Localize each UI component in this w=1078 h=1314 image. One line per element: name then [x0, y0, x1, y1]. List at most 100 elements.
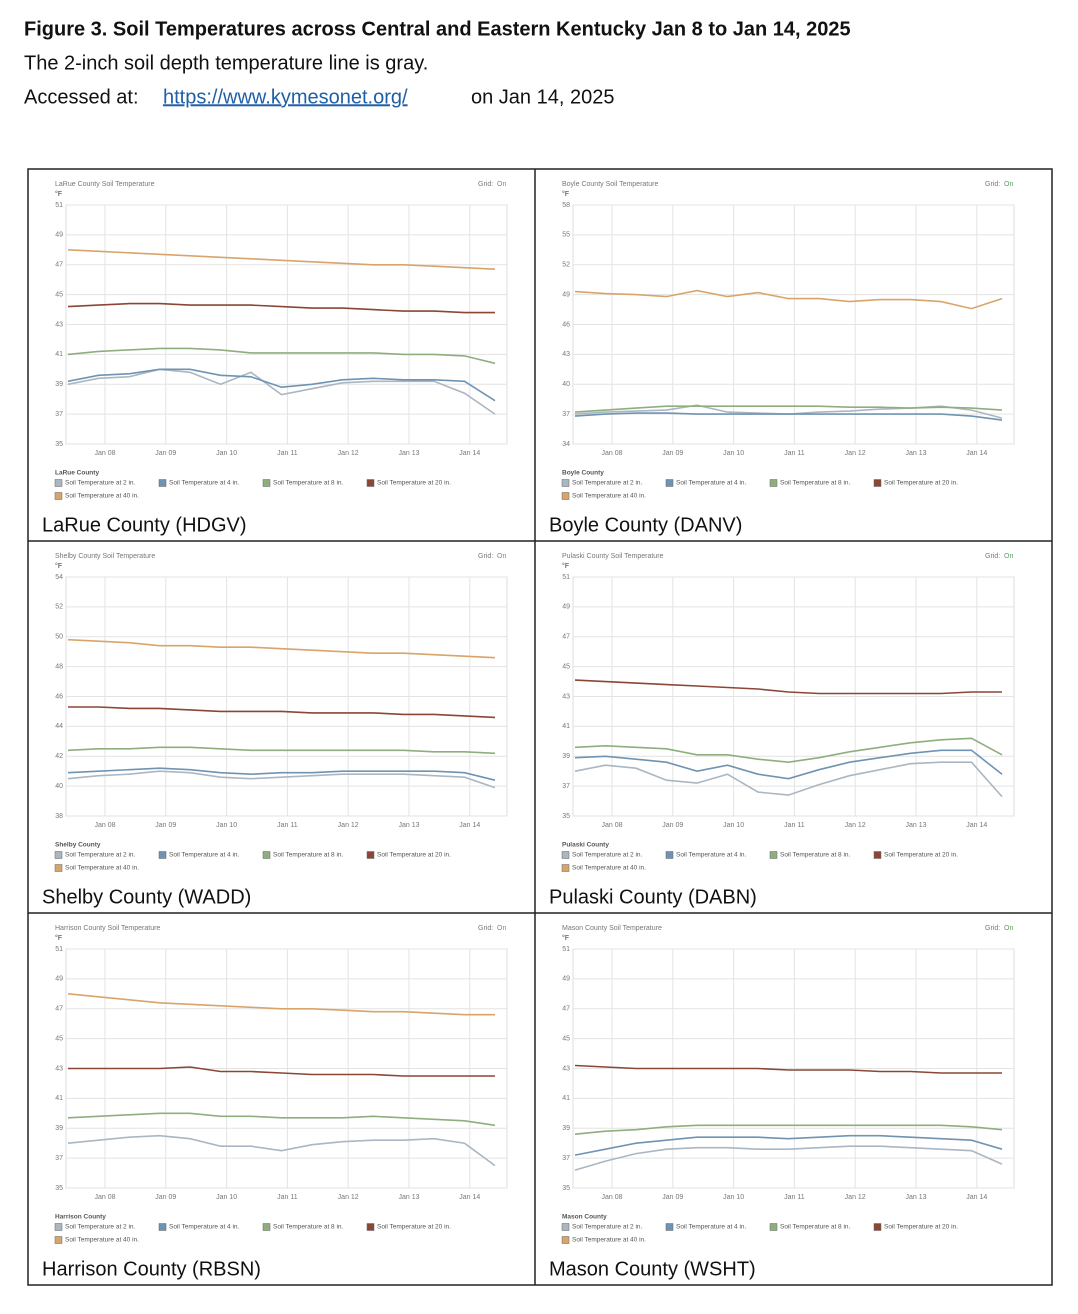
grid-toggle-label: Grid: — [478, 553, 493, 560]
legend-swatch — [665, 851, 674, 859]
series-line — [67, 1134, 496, 1167]
legend-swatch — [366, 851, 375, 859]
legend-swatch — [366, 1223, 375, 1231]
series-line — [67, 347, 496, 365]
legend-label: Soil Temperature at 2 in. — [65, 480, 136, 487]
series-line — [67, 302, 495, 314]
legend-swatch — [54, 864, 63, 872]
y-tick-label: 39 — [55, 381, 63, 388]
y-tick-label: 47 — [562, 634, 570, 641]
unit-label: °F — [55, 562, 63, 570]
series-line — [574, 679, 1002, 695]
legend-label: Soil Temperature at 2 in. — [572, 1224, 643, 1231]
series-line — [574, 737, 1003, 764]
x-tick-label: Jan 13 — [398, 822, 419, 829]
legend-label: Soil Temperature at 4 in. — [169, 1224, 240, 1231]
y-tick-label: 47 — [562, 1006, 570, 1013]
chart-title: Boyle County Soil Temperature — [562, 181, 658, 188]
grid-toggle-state: On — [497, 925, 506, 932]
legend-label: Soil Temperature at 20 in. — [884, 852, 958, 859]
legend-swatch — [769, 1223, 778, 1231]
x-tick-label: Jan 08 — [94, 450, 115, 457]
legend-label: Soil Temperature at 40 in. — [572, 865, 646, 872]
legend-swatch — [158, 1223, 167, 1231]
caption: LaRue County (HDGV) — [42, 514, 247, 536]
legend-swatch — [54, 492, 63, 500]
legend-swatch — [665, 1223, 674, 1231]
figure-title: Figure 3. Soil Temperatures across Centr… — [24, 18, 851, 40]
x-tick-label: Jan 11 — [277, 450, 298, 457]
series-line — [574, 1064, 1002, 1074]
series-line — [67, 368, 496, 415]
legend-label: Soil Temperature at 40 in. — [572, 493, 646, 500]
y-tick-label: 41 — [55, 351, 63, 358]
x-tick-label: Jan 08 — [94, 1194, 115, 1201]
legend-label: Soil Temperature at 20 in. — [884, 480, 958, 487]
x-tick-label: Jan 09 — [155, 822, 176, 829]
y-tick-label: 58 — [562, 202, 570, 209]
series-line — [574, 1145, 1003, 1171]
series-line — [574, 405, 1003, 413]
x-tick-label: Jan 09 — [155, 450, 176, 457]
x-tick-label: Jan 11 — [277, 822, 298, 829]
y-tick-label: 45 — [55, 1035, 63, 1042]
x-tick-label: Jan 13 — [905, 450, 926, 457]
legend-title: LaRue County — [55, 470, 99, 477]
grid-toggle-label: Grid: — [985, 181, 1000, 188]
grid-toggle-label: Grid: — [478, 925, 493, 932]
x-tick-label: Jan 13 — [905, 1194, 926, 1201]
legend-swatch — [561, 492, 570, 500]
y-tick-label: 43 — [562, 693, 570, 700]
x-tick-label: Jan 09 — [662, 822, 683, 829]
x-tick-label: Jan 14 — [459, 1194, 480, 1201]
unit-label: °F — [562, 562, 570, 570]
x-tick-label: Jan 12 — [338, 822, 359, 829]
legend-label: Soil Temperature at 40 in. — [65, 493, 139, 500]
caption: Pulaski County (DABN) — [549, 886, 757, 908]
y-tick-label: 37 — [55, 411, 63, 418]
y-tick-label: 50 — [55, 634, 63, 641]
x-tick-label: Jan 11 — [784, 822, 805, 829]
link[interactable]: https://www.kymesonet.org/ — [163, 86, 408, 108]
chart: Shelby County Soil Temperature °F Grid: On 3… — [42, 553, 508, 908]
caption: Boyle County (DANV) — [549, 514, 742, 536]
y-tick-label: 52 — [562, 262, 570, 269]
legend-label: Soil Temperature at 2 in. — [65, 852, 136, 859]
y-tick-label: 39 — [562, 753, 570, 760]
legend-title: Mason County — [562, 1214, 607, 1221]
grid-toggle-label: Grid: — [985, 553, 1000, 560]
legend-label: Soil Temperature at 20 in. — [377, 480, 451, 487]
legend-label: Soil Temperature at 40 in. — [572, 1237, 646, 1244]
grid-toggle-state: On — [497, 181, 506, 188]
series-line — [68, 1066, 495, 1077]
legend-label: Soil Temperature at 20 in. — [884, 1224, 958, 1231]
x-tick-label: Jan 10 — [216, 822, 237, 829]
legend-label: Soil Temperature at 20 in. — [377, 1224, 451, 1231]
y-tick-label: 38 — [55, 813, 63, 820]
y-tick-label: 43 — [55, 1065, 63, 1072]
y-tick-label: 41 — [562, 723, 570, 730]
legend-label: Soil Temperature at 4 in. — [676, 480, 747, 487]
access-prefix: Accessed at: — [24, 86, 139, 108]
series-line — [67, 746, 496, 755]
y-tick-label: 42 — [55, 753, 63, 760]
legend-swatch — [665, 479, 674, 487]
figure-subtitle: The 2-inch soil depth temperature line i… — [24, 52, 428, 74]
chart: Harrison County Soil Temperature °F Grid: O… — [42, 925, 508, 1280]
y-tick-label: 43 — [562, 351, 570, 358]
legend-title: Harrison County — [55, 1214, 106, 1221]
caption: Harrison County (RBSN) — [42, 1258, 261, 1280]
x-tick-label: Jan 08 — [601, 1194, 622, 1201]
y-tick-label: 51 — [55, 946, 63, 953]
x-tick-label: Jan 11 — [784, 450, 805, 457]
caption: Mason County (WSHT) — [549, 1258, 756, 1280]
x-tick-label: Jan 13 — [398, 1194, 419, 1201]
x-tick-label: Jan 09 — [662, 450, 683, 457]
access-suffix: on Jan 14, 2025 — [471, 86, 614, 108]
chart: Mason County Soil Temperature °F Grid: On 35… — [549, 925, 1015, 1280]
caption: Shelby County (WADD) — [42, 886, 251, 908]
legend-label: Soil Temperature at 8 in. — [780, 1224, 851, 1231]
y-tick-label: 52 — [55, 604, 63, 611]
y-tick-label: 37 — [562, 1155, 570, 1162]
